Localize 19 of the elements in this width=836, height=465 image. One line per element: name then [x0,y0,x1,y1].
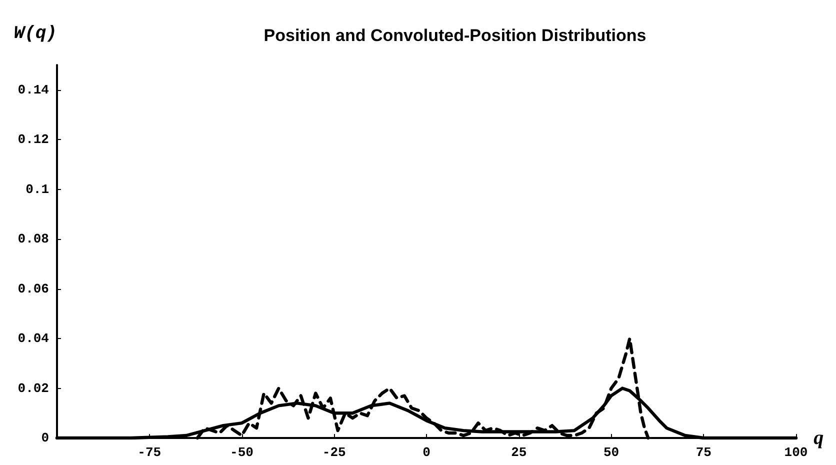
y-tick-label: 0 [41,430,50,446]
x-tick-label: 75 [696,445,712,460]
y-tick-label: 0.04 [18,331,50,346]
x-axis-title: q [814,427,824,449]
y-tick-label: 0.06 [18,281,50,296]
chart-title: Position and Convoluted-Position Distributions [264,26,646,45]
y-tick-label: 0.02 [18,380,50,396]
x-tick-label: -25 [322,445,346,460]
x-tick-label: 50 [603,445,620,460]
y-tick-label: 0.1 [26,182,50,197]
x-tick-label: 0 [422,445,431,460]
y-tick-label: 0.12 [18,132,50,148]
y-axis-title: W(q) [14,24,57,44]
y-tick-label: 0.14 [18,82,50,98]
x-tick-label: 100 [784,445,808,460]
y-tick-label: 0.08 [18,232,50,247]
x-tick-label: -50 [230,445,254,460]
x-tick-label: -75 [138,445,162,460]
x-tick-label: 25 [511,445,527,460]
